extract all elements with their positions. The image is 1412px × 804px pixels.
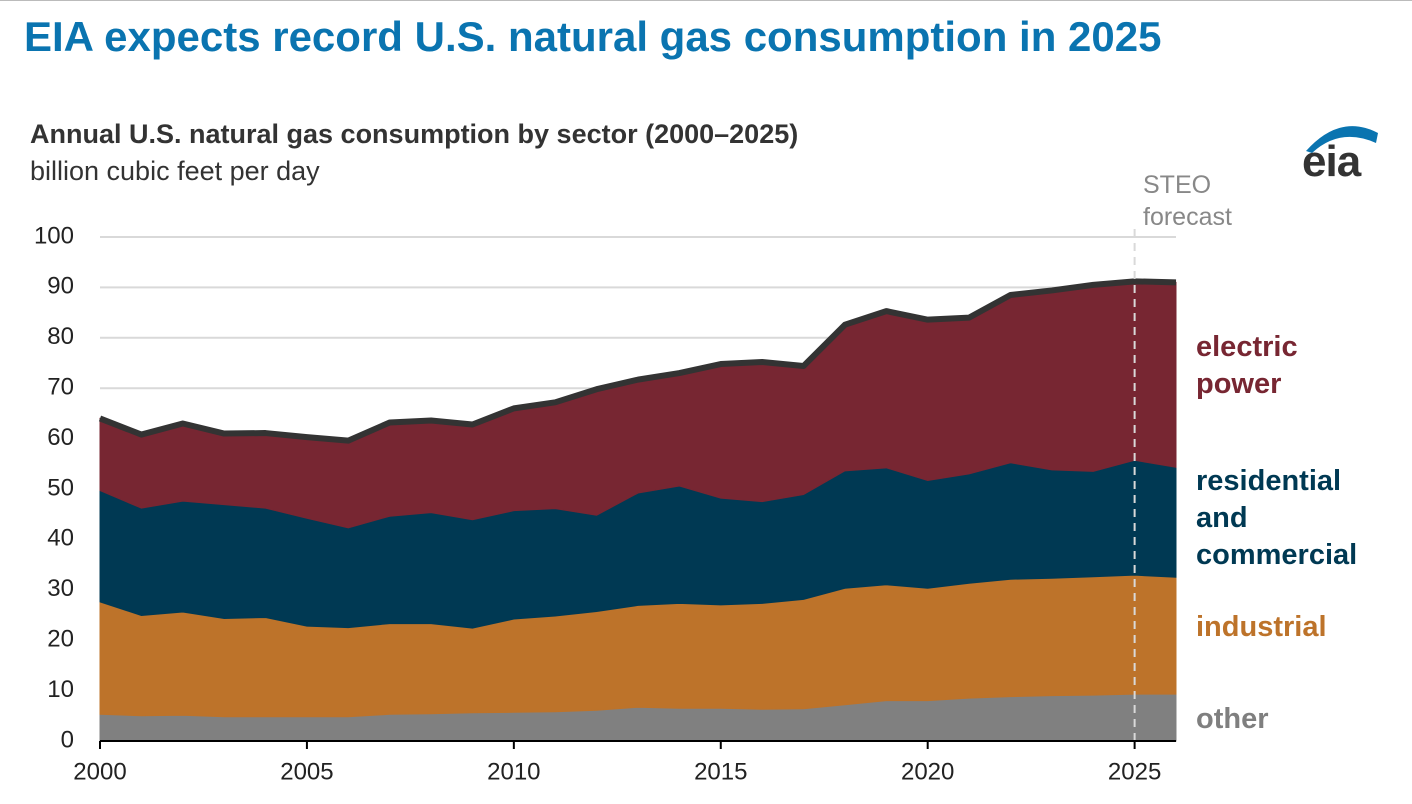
- y-tick-label: 30: [47, 575, 74, 602]
- y-tick-label: 10: [47, 676, 74, 703]
- x-tick-label: 2005: [280, 758, 333, 785]
- logo-swoosh: [1306, 126, 1378, 153]
- annotation: STEO forecast: [1143, 171, 1232, 231]
- y-tick-label: 20: [47, 626, 74, 653]
- legend-label: industrial: [1196, 611, 1327, 643]
- chart-subtitle: billion cubic feet per day: [30, 156, 320, 186]
- x-tick-label: 2000: [73, 758, 126, 785]
- y-tick-label: 80: [47, 323, 74, 350]
- x-tick-label: 2010: [487, 758, 540, 785]
- chart-title: Annual U.S. natural gas consumption by s…: [30, 119, 799, 149]
- legend-label: electric power: [1196, 331, 1298, 400]
- y-tick-label: 40: [47, 525, 74, 552]
- y-tick-label: 90: [47, 273, 74, 300]
- legend-label: other: [1196, 703, 1269, 735]
- legend-label: residential and commercial: [1196, 465, 1358, 571]
- logo: eia: [1302, 137, 1361, 186]
- y-tick-label: 60: [47, 424, 74, 451]
- x-tick-label: 2025: [1108, 758, 1161, 785]
- y-tick-label: 50: [47, 474, 74, 501]
- x-tick-label: 2020: [901, 758, 954, 785]
- y-tick-label: 0: [61, 726, 74, 753]
- x-tick-label: 2015: [694, 758, 747, 785]
- total-line: [98, 278, 1177, 444]
- y-tick-label: 70: [47, 374, 74, 401]
- y-tick-label: 100: [34, 222, 74, 249]
- page-title: EIA expects record U.S. natural gas cons…: [24, 13, 1162, 60]
